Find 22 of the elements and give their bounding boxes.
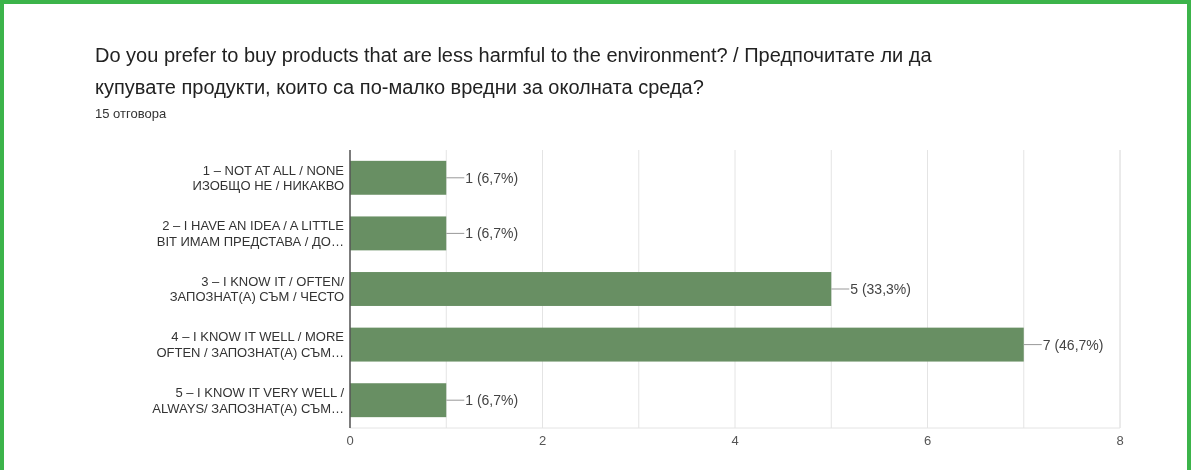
y-tick-label: 3 – I KNOW IT / OFTEN/ ЗАПОЗНАТ(А) СЪМ / ЧЕСТО <box>169 273 345 305</box>
bar <box>350 383 447 418</box>
bar <box>350 327 1024 362</box>
x-tick-label: 0 <box>346 433 354 448</box>
y-tick-label: 2 – I HAVE AN IDEA / A LITTLE BIT ИМАМ ПРЕДСТАВА / ДО… <box>156 218 345 249</box>
x-tick-label: 8 <box>1116 433 1124 448</box>
data-label: 1 (6,7%) <box>465 169 519 186</box>
data-label: 1 (6,7%) <box>465 225 519 242</box>
data-label: 1 (6,7%) <box>465 392 519 409</box>
x-tick-label: 6 <box>923 433 932 448</box>
x-tick-label: 2 <box>538 433 547 448</box>
bar <box>350 216 447 251</box>
bar <box>350 272 832 306</box>
bar <box>350 160 447 195</box>
y-tick-label: 1 – NOT AT ALL / NONE ИЗОБЩО НЕ / НИКАКВО <box>192 162 345 194</box>
x-tick-label: 4 <box>731 433 739 448</box>
data-label: 5 (33,3%) <box>850 280 911 297</box>
y-tick-label: 5 – I KNOW IT VERY WELL / ALWAYS/ ЗАПОЗНАТ(А) СЪМ… <box>152 384 345 416</box>
text: 15 отговора <box>95 106 167 121</box>
data-label: 7 (46,7%) <box>1042 336 1104 353</box>
y-tick-label: 4 – I KNOW IT WELL / MORE OFTEN / ЗАПОЗНАТ(А) СЪМ… <box>156 329 345 360</box>
chart-title: Do you prefer to buy products that are less harmful to the environment? / Предпочитате ли да купувате продукти, които са по-малко вредни за околната среда? <box>95 44 933 98</box>
